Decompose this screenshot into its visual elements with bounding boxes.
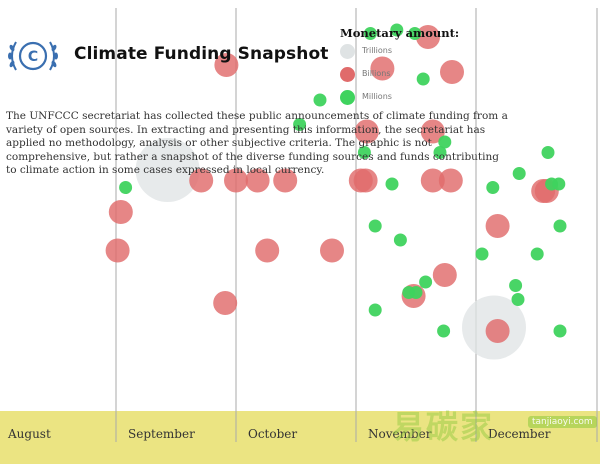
billions-bubble [416, 25, 440, 49]
billions-bubble [224, 168, 248, 193]
month-label: October [248, 427, 297, 441]
millions-bubble [486, 181, 500, 194]
watermark-url: tanjiaoyi.com [528, 416, 597, 428]
legend-label: Millions [362, 92, 392, 101]
billions-bubble [108, 200, 133, 224]
millions-bubble [541, 146, 555, 159]
month-label: September [128, 427, 195, 441]
billions-bubble [432, 263, 457, 287]
billions-bubble [485, 319, 510, 343]
millions-bubble [363, 27, 377, 40]
description-line: comprehensive, but rather a snapshot of … [6, 150, 499, 163]
legend: Monetary amount: Trillions Billions Mill… [340, 26, 470, 109]
millions-bubble [475, 247, 489, 261]
billions-bubble [255, 238, 280, 263]
legend-label: Trillions [362, 46, 393, 55]
month-label: August [7, 427, 51, 441]
millions-bubble [393, 233, 407, 247]
billions-bubble [353, 168, 378, 193]
millions-bubble [385, 177, 399, 191]
millions-bubble [408, 27, 422, 40]
millions-bubble [438, 135, 452, 149]
millions-bubble [419, 275, 433, 289]
millions-bubble [530, 247, 544, 261]
description-line: The UNFCCC secretariat has collected the… [6, 110, 508, 122]
billions-bubble [273, 168, 298, 193]
description-line: to climate action in some cases expresse… [6, 164, 325, 177]
trillions-swatch-icon [340, 44, 355, 59]
billions-bubble [245, 168, 270, 193]
millions-bubble [512, 167, 526, 180]
billions-swatch-icon [340, 67, 355, 82]
trillions-bubble [135, 138, 200, 202]
millions-bubble [119, 181, 133, 194]
millions-bubble [553, 219, 567, 233]
millions-bubble [409, 286, 423, 299]
month-label: November [368, 427, 432, 441]
legend-item-trillions[interactable]: Trillions [340, 42, 470, 63]
billions-bubble [440, 60, 464, 84]
millions-bubble [313, 93, 327, 107]
description-line: applied no methodology, analysis or othe… [6, 137, 432, 150]
legend-title: Monetary amount: [340, 26, 460, 40]
month-label: December [488, 427, 551, 441]
billions-bubble [420, 119, 445, 144]
billions-bubble [438, 168, 463, 193]
timeline-band [0, 411, 600, 464]
millions-bubble [357, 146, 371, 159]
description-line: variety of open sources. In extracting a… [6, 123, 486, 136]
billions-bubble [214, 53, 239, 77]
millions-bubble [368, 219, 382, 233]
billions-bubble [320, 238, 344, 263]
billions-bubble [213, 291, 238, 315]
millions-bubble [416, 72, 430, 86]
billions-bubble [189, 168, 214, 193]
billions-bubble [420, 168, 445, 193]
millions-bubble [433, 146, 447, 159]
millions-bubble [509, 279, 523, 292]
billions-bubble [370, 56, 395, 81]
millions-bubble [511, 293, 525, 306]
description-text: The UNFCCC secretariat has collected the… [6, 110, 526, 178]
millions-bubble [437, 324, 451, 338]
svg-text:C: C [28, 49, 38, 65]
millions-bubble [368, 303, 382, 317]
millions-bubble [553, 324, 567, 338]
millions-bubble [552, 177, 566, 191]
legend-item-millions[interactable]: Millions [340, 88, 470, 109]
legend-item-billions[interactable]: Billions [340, 65, 470, 86]
billions-bubble [485, 214, 510, 238]
millions-bubble [390, 23, 404, 37]
page-title: Climate Funding Snapshot [74, 44, 329, 64]
billions-bubble [105, 238, 130, 263]
billions-bubble [354, 119, 379, 144]
legend-label: Billions [362, 69, 391, 78]
watermark-logo: 易碳家 [392, 408, 495, 446]
millions-swatch-icon [340, 90, 355, 105]
millions-bubble [293, 118, 307, 131]
unfccc-logo-icon: C [6, 36, 60, 76]
